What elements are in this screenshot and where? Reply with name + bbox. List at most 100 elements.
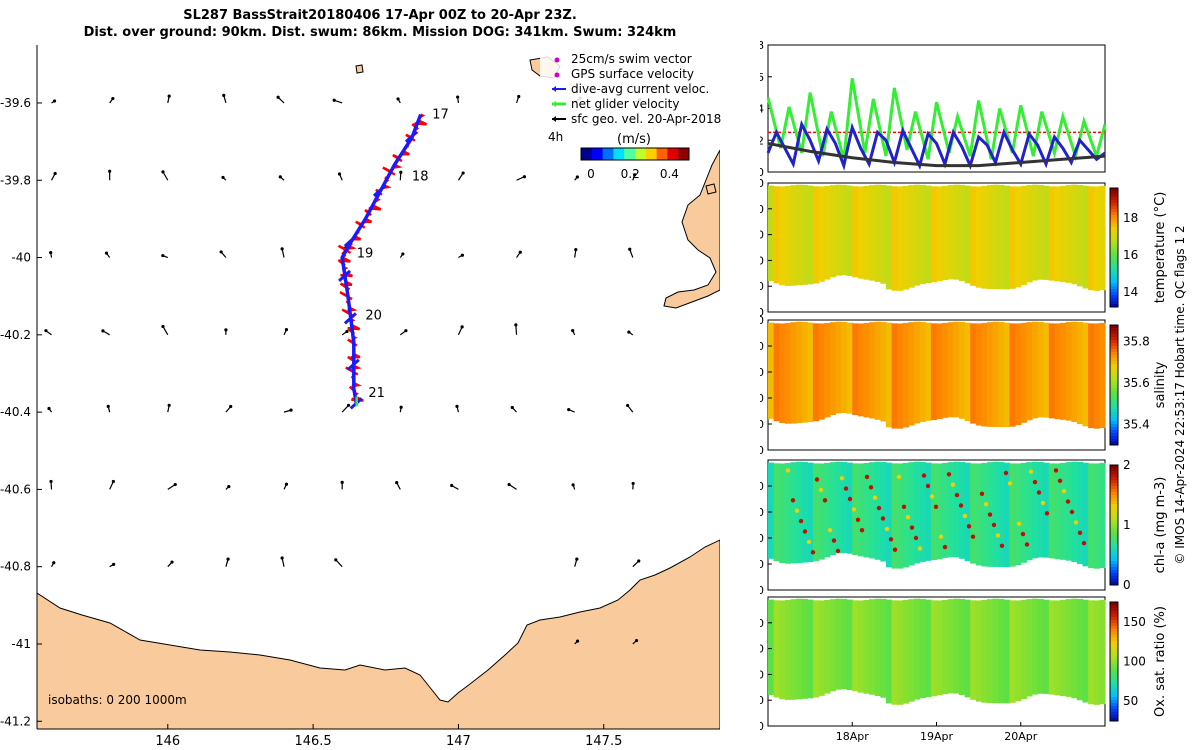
section-colorbar-swatch <box>1110 555 1118 559</box>
section-cell <box>1043 599 1050 694</box>
section-colorbar-swatch <box>1110 262 1118 266</box>
section-cell <box>908 599 915 702</box>
section-colorbar-swatch <box>1110 325 1118 329</box>
section-cell <box>768 322 775 419</box>
section-colorbar-swatch <box>1110 217 1118 222</box>
section-colorbar-swatch <box>1110 537 1118 541</box>
section-cell <box>947 322 954 418</box>
legend-item-label: sfc geo. vel. 20-Apr-2018 <box>571 112 721 126</box>
section-cell <box>1048 600 1056 695</box>
geo-arrow <box>109 96 115 104</box>
section-cell <box>919 461 926 562</box>
chla-sample-dot <box>892 547 898 552</box>
section-cell <box>897 463 904 569</box>
section-cell <box>925 322 932 421</box>
section-cell <box>885 599 893 704</box>
section-cell <box>919 598 926 699</box>
section-colorbar-swatch <box>1110 340 1118 344</box>
section-cell <box>1093 463 1100 569</box>
colorbar-swatch <box>667 148 679 160</box>
section-cell <box>908 185 915 288</box>
section-colorbar-swatch <box>1110 510 1118 514</box>
geo-arrow <box>516 175 527 181</box>
section-colorbar-swatch <box>1110 519 1118 523</box>
section-colorbar-swatch <box>1110 379 1118 383</box>
geo-arrow <box>161 324 169 336</box>
section-colorbar-swatch <box>1110 691 1118 695</box>
section-colorbar-swatch <box>1110 700 1118 704</box>
section-cell <box>829 185 836 278</box>
section-colorbar-swatch <box>1110 567 1118 571</box>
geo-arrow <box>280 556 285 567</box>
geo-arrow <box>167 482 177 490</box>
section-cell <box>880 321 887 422</box>
section-cell <box>981 462 988 567</box>
section-cell <box>1015 323 1022 426</box>
section-colorbar-tick-label: 14 <box>1123 285 1138 299</box>
chla-sample-dot <box>958 503 964 508</box>
section-cell <box>919 321 926 422</box>
geo-arrow <box>106 404 111 413</box>
section-cell <box>1065 599 1072 697</box>
section-cell <box>958 461 966 559</box>
section-colorbar-tick-label: 2 <box>1123 458 1131 472</box>
flinders-island-land <box>663 149 720 309</box>
section-cell <box>846 599 853 691</box>
geo-arrow <box>395 481 401 490</box>
section-y-tick-label: 40 <box>760 506 764 519</box>
section-cell <box>1060 185 1067 283</box>
day-label: 17 <box>432 108 449 123</box>
section-y-tick-label: 0 <box>760 314 764 327</box>
section-colorbar-swatch <box>1110 433 1118 437</box>
section-colorbar-swatch <box>1110 610 1118 615</box>
section-cell <box>1082 185 1089 289</box>
section-colorbar-swatch <box>1110 238 1118 243</box>
chla-sample-dot <box>970 534 976 539</box>
section-colorbar-swatch <box>1110 196 1118 201</box>
section-cell <box>914 461 921 564</box>
chla-sample-dot <box>991 522 997 528</box>
section-cell <box>784 185 792 286</box>
section-cell <box>958 321 966 419</box>
tasmania-land <box>37 539 720 729</box>
section-y-tick-label: 20 <box>760 480 764 493</box>
section-colorbar-swatch <box>1110 199 1118 204</box>
chla-sample-dot <box>950 482 956 487</box>
section-colorbar-swatch <box>1110 223 1118 228</box>
chla-sample-dot <box>843 486 849 491</box>
section-cell <box>897 186 904 291</box>
chla-sample-dot <box>933 504 939 509</box>
section-cell <box>953 184 960 280</box>
section-y-tick-label: 60 <box>760 392 764 405</box>
section-colorbar-swatch <box>1110 495 1118 499</box>
section-cell <box>1020 599 1027 699</box>
section-colorbar-swatch <box>1110 570 1118 574</box>
section-colorbar-swatch <box>1110 673 1118 677</box>
section-colorbar-swatch <box>1110 582 1118 586</box>
section-colorbar-swatch <box>1110 409 1118 413</box>
section-cell <box>1054 323 1061 420</box>
section-cell <box>869 185 876 281</box>
section-cell <box>790 462 797 564</box>
velocity-y-tick-label: 0.8 <box>760 39 764 52</box>
geo-arrow <box>628 247 634 258</box>
section-colorbar-swatch <box>1110 277 1118 281</box>
geo-arrow <box>51 561 56 567</box>
section-cell <box>801 184 808 285</box>
geo-arrow <box>283 328 289 336</box>
geo-arrow <box>280 247 285 258</box>
section-colorbar-swatch <box>1110 576 1118 580</box>
section-colorbar-swatch <box>1110 697 1118 701</box>
section-cell <box>812 463 820 562</box>
velocity-series-black <box>767 141 1106 168</box>
section-cell <box>880 598 887 698</box>
section-cell <box>925 185 932 284</box>
section-colorbar-swatch <box>1110 640 1118 645</box>
section-cell <box>846 322 853 414</box>
section-y-tick-label: 20 <box>760 203 764 216</box>
section-colorbar-tick-label: 35.6 <box>1123 376 1150 390</box>
chla-sample-dot <box>901 504 907 509</box>
section-colorbar-swatch <box>1110 439 1118 443</box>
section-cell <box>1071 321 1078 423</box>
